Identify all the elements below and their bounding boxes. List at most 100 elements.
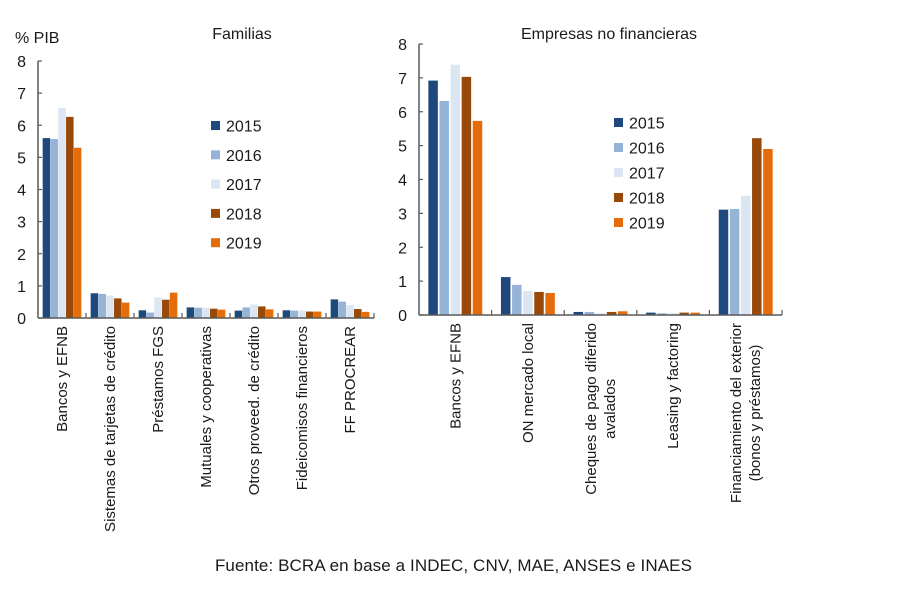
x-category-label-line: FF PROCREAR — [342, 326, 359, 434]
bar-2019: Otros proveed. de crédito 2019: 0.27 — [265, 309, 274, 318]
familias-axes — [37, 61, 375, 319]
y-tick-label: 6 — [17, 118, 26, 135]
bar-2018: Mutuales y cooperativas 2018: 0.29 — [210, 308, 218, 318]
x-category-label-line: avalados — [602, 379, 619, 439]
familias-chart: % PIB Familias 0 1 2 3 4 5 6 7 8 Bancos y EFNB 2… — [15, 26, 375, 532]
bar-2015: Bancos y EFNB 2015: 5.6 — [42, 138, 51, 318]
legend-item-2019: 2019 — [211, 236, 262, 253]
bar-2018: Leasing y factoring 2018: 0.07 — [679, 312, 689, 315]
bar-2015: Préstamos FGS 2015: 0.24 — [138, 310, 147, 318]
bar-2017: Bancos y EFNB 2017: 7.39 — [450, 64, 461, 315]
legend-swatch — [614, 193, 623, 202]
x-category-label-line: Otros proveed. de crédito — [246, 326, 263, 495]
bar-2016: FF PROCREAR 2016: 0.51 — [338, 301, 346, 318]
bar-2016: Sistemas de tarjetas de crédito 2016: 0.… — [98, 293, 106, 318]
bar-2018: Préstamos FGS 2018: 0.57 — [162, 299, 170, 318]
bar-2018: Cheques de pago diferido avalados 2018: … — [606, 311, 617, 315]
x-category-label: ON mercado local — [520, 323, 537, 443]
legend-label: 2017 — [629, 166, 665, 183]
legend-swatch — [211, 150, 220, 160]
x-category-label: Fideicomisos financieros — [294, 326, 311, 490]
legend-label: 2019 — [629, 216, 665, 233]
x-category-label: Financiamiento del exterior (bonos y prés… — [728, 323, 764, 503]
bar-2019: Bancos y EFNB 2019: 5.3 — [73, 147, 82, 318]
bar-2017: Préstamos FGS 2017: 0.64 — [154, 297, 162, 318]
y-tick-label: 7 — [398, 71, 407, 88]
y-tick-label: 1 — [17, 279, 26, 296]
legend-item-2017: 2017 — [211, 177, 262, 194]
y-tick-label: 3 — [398, 206, 407, 223]
bar-2017: Leasing y factoring 2017: 0.05 — [668, 313, 678, 315]
legend-item-2018: 2018 — [614, 191, 665, 208]
x-category-label: Sistemas de tarjetas de crédito — [102, 326, 119, 532]
legend-label: 2015 — [629, 116, 665, 133]
bar-2016: Leasing y factoring 2016: 0.05 — [657, 313, 667, 315]
legend-item-2017: 2017 — [614, 166, 665, 183]
y-tick-label: 8 — [398, 37, 407, 54]
empresas-title: Empresas no financieras — [521, 26, 697, 43]
legend-item-2019: 2019 — [614, 216, 665, 233]
legend-label: 2016 — [629, 141, 665, 158]
bar-2017: Cheques de pago diferido avalados 2017: … — [595, 313, 606, 315]
y-tick-label: 0 — [398, 308, 407, 325]
empresas-chart: Empresas no financieras 0 1 2 3 4 5 6 7 8 Bancos… — [398, 26, 783, 503]
bar-2017: Financiamiento del exterior (bonos y pré… — [740, 195, 751, 315]
bar-2015: Fideicomisos financieros 2015: 0.24 — [282, 310, 291, 318]
source-note: Fuente: BCRA en base a INDEC, CNV, MAE, … — [214, 556, 693, 575]
bar-2018: Bancos y EFNB 2018: 6.26 — [66, 116, 74, 319]
bar-2017: Mutuales y cooperativas 2017: 0.32 — [202, 307, 210, 318]
x-category-label-line: (bonos y préstamos) — [747, 345, 764, 482]
legend-swatch — [211, 121, 220, 130]
y-tick-label: 0 — [17, 311, 26, 328]
bar-2016: Bancos y EFNB 2016: 5.57 — [50, 139, 58, 318]
legend-swatch — [211, 179, 220, 189]
legend-label: 2015 — [226, 119, 262, 136]
bar-2015: Otros proveed. de crédito 2015: 0.23 — [234, 310, 243, 318]
legend-label: 2018 — [226, 206, 262, 223]
legend-label: 2019 — [226, 236, 262, 253]
bar-2019: Préstamos FGS 2019: 0.79 — [169, 292, 178, 318]
legend-swatch — [614, 168, 623, 177]
x-category-label: Bancos y EFNB — [54, 326, 71, 432]
empresas-legend: 2015 2016 2017 2018 2019 — [614, 116, 665, 233]
bar-2019: Sistemas de tarjetas de crédito 2019: 0.… — [121, 302, 130, 318]
bar-2016: ON mercado local 2016: 0.89 — [512, 284, 522, 315]
familias-x-labels: Bancos y EFNB Sistemas de tarjetas de cré… — [54, 326, 359, 532]
bar-2015: Cheques de pago diferido avalados 2015: … — [573, 311, 584, 315]
x-category-label-line: Sistemas de tarjetas de crédito — [102, 326, 119, 532]
bar-2016: Otros proveed. de crédito 2016: 0.33 — [242, 307, 250, 318]
legend-item-2015: 2015 — [211, 119, 262, 136]
x-category-label-line: Cheques de pago diferido — [583, 323, 600, 495]
x-category-label-line: Leasing y factoring — [665, 323, 682, 449]
bar-2016: Bancos y EFNB 2016: 6.32 — [439, 100, 449, 315]
x-category-label: Otros proveed. de crédito — [246, 326, 263, 495]
bar-2016: Préstamos FGS 2016: 0.17 — [146, 312, 154, 318]
bar-2015: ON mercado local 2015: 1.12 — [500, 277, 511, 315]
bar-2016: Financiamiento del exterior (bonos y pré… — [729, 208, 740, 315]
legend-label: 2018 — [629, 191, 665, 208]
x-category-label-line: Bancos y EFNB — [54, 326, 71, 432]
familias-ylabel: % PIB — [15, 30, 59, 47]
bar-2018: Bancos y EFNB 2018: 7.03 — [461, 76, 472, 315]
y-tick-label: 5 — [17, 150, 26, 167]
x-category-label: Bancos y EFNB — [447, 323, 464, 429]
x-category-label-line: Mutuales y cooperativas — [198, 326, 215, 488]
y-tick-label: 8 — [17, 54, 26, 71]
x-category-label-line: ON mercado local — [520, 323, 537, 443]
y-tick-label: 2 — [17, 247, 26, 264]
y-tick-label: 4 — [17, 183, 26, 200]
y-tick-label: 1 — [398, 274, 407, 291]
bar-2019: Mutuales y cooperativas 2019: 0.26 — [217, 309, 226, 318]
bar-2017: ON mercado local 2017: 0.71 — [523, 290, 533, 315]
bar-2018: Sistemas de tarjetas de crédito 2018: 0.… — [114, 298, 122, 318]
bar-2019: FF PROCREAR 2019: 0.19 — [361, 311, 370, 318]
y-tick-label: 5 — [398, 139, 407, 156]
familias-legend: 2015 2016 2017 2018 2019 — [211, 119, 262, 253]
legend-swatch — [211, 238, 220, 248]
bar-2017: FF PROCREAR 2017: 0.4 — [346, 305, 354, 318]
x-category-label: Préstamos FGS — [150, 326, 167, 433]
empresas-x-labels: Bancos y EFNB ON mercado local Cheques de … — [447, 323, 764, 503]
legend-item-2015: 2015 — [614, 116, 665, 133]
bar-2018: ON mercado local 2018: 0.68 — [534, 291, 544, 315]
bar-2015: Leasing y factoring 2015: 0.07 — [646, 312, 656, 315]
